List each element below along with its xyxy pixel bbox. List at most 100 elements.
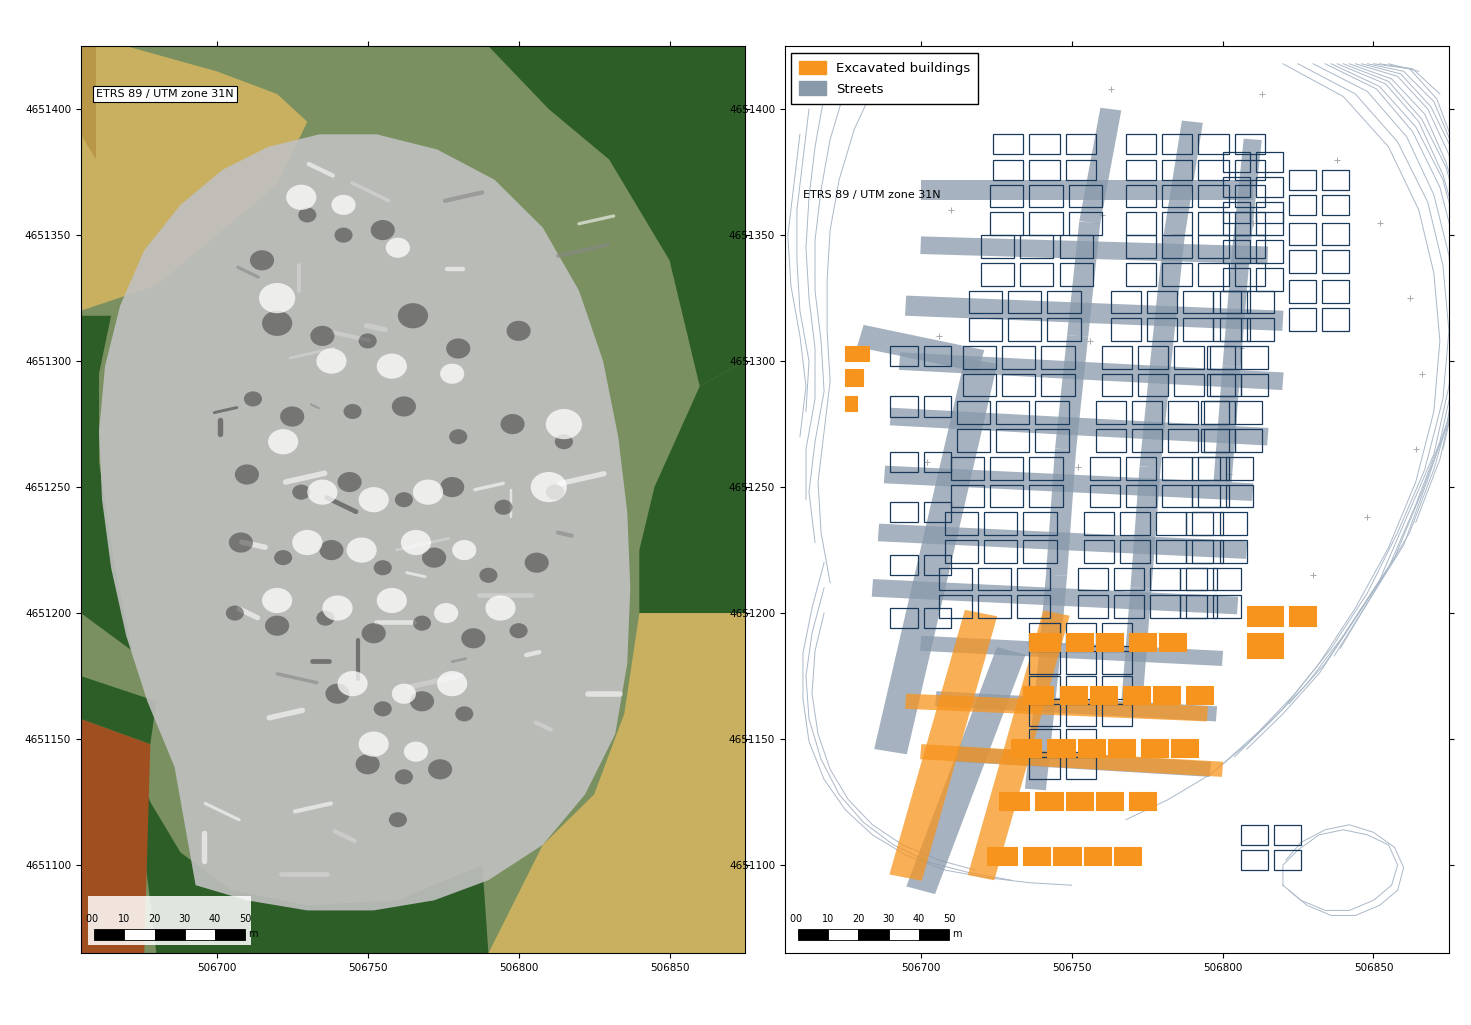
Bar <box>1322 309 1349 331</box>
Bar <box>938 568 972 590</box>
Bar <box>1111 290 1141 314</box>
Bar <box>1322 250 1349 273</box>
Bar <box>1084 540 1114 563</box>
Bar <box>1139 374 1168 397</box>
Bar <box>1234 262 1265 286</box>
Polygon shape <box>890 408 1268 446</box>
Bar <box>799 929 828 940</box>
Circle shape <box>440 364 465 383</box>
Bar <box>978 596 1011 618</box>
Circle shape <box>405 741 428 762</box>
Text: ETRS 89 / UTM zone 31N: ETRS 89 / UTM zone 31N <box>96 89 234 99</box>
Bar <box>924 452 950 472</box>
Bar <box>1125 212 1156 235</box>
Bar <box>1102 651 1133 673</box>
Bar <box>1153 686 1180 704</box>
Polygon shape <box>858 325 984 372</box>
Circle shape <box>449 429 468 444</box>
Bar <box>1199 262 1228 286</box>
Polygon shape <box>936 691 1217 722</box>
Bar <box>1186 512 1214 535</box>
Text: 30: 30 <box>883 914 894 925</box>
Bar <box>1008 318 1041 341</box>
Polygon shape <box>921 237 1268 264</box>
Bar <box>1256 177 1283 197</box>
Circle shape <box>359 487 388 512</box>
Bar <box>1159 633 1186 651</box>
Bar <box>990 212 1024 235</box>
Bar <box>1125 160 1156 179</box>
Bar <box>1322 281 1349 303</box>
Bar <box>987 848 1018 865</box>
Bar <box>1024 512 1056 535</box>
Bar <box>950 457 984 480</box>
Circle shape <box>225 606 244 620</box>
Polygon shape <box>81 676 156 744</box>
Bar <box>1162 262 1193 286</box>
Circle shape <box>422 547 446 568</box>
Bar <box>1078 568 1108 590</box>
Bar <box>1234 429 1262 452</box>
Polygon shape <box>640 361 744 613</box>
Bar <box>1041 374 1075 397</box>
Bar <box>1030 704 1059 727</box>
Circle shape <box>293 485 310 499</box>
Circle shape <box>334 228 353 243</box>
Bar <box>1024 848 1050 865</box>
Bar <box>1030 756 1059 779</box>
Bar <box>1059 235 1093 257</box>
Bar <box>1125 235 1156 257</box>
Bar <box>1125 134 1156 155</box>
Bar <box>1199 134 1228 155</box>
Bar <box>1068 184 1102 207</box>
Bar <box>1021 262 1053 286</box>
Bar <box>1289 281 1317 303</box>
Bar <box>1256 152 1283 172</box>
Circle shape <box>410 691 434 711</box>
Bar <box>969 318 1002 341</box>
Bar <box>1186 686 1214 704</box>
Polygon shape <box>1131 466 1161 588</box>
Bar <box>1256 202 1283 222</box>
Bar <box>1156 512 1186 535</box>
Polygon shape <box>1055 335 1089 450</box>
Bar <box>1214 318 1240 341</box>
Bar <box>1162 457 1193 480</box>
Bar <box>1065 134 1096 155</box>
Bar <box>1011 739 1041 756</box>
Text: 40: 40 <box>912 914 925 925</box>
Bar <box>1193 512 1222 535</box>
Circle shape <box>485 596 515 620</box>
Text: 0: 0 <box>794 914 802 925</box>
Bar <box>924 502 950 523</box>
Bar <box>1256 240 1283 262</box>
Bar <box>919 929 949 940</box>
Bar <box>1128 633 1156 651</box>
Polygon shape <box>1037 575 1066 677</box>
Circle shape <box>388 812 407 827</box>
Bar <box>846 397 858 411</box>
Bar <box>938 596 972 618</box>
Bar <box>990 485 1024 507</box>
Bar <box>924 608 950 628</box>
Bar <box>1222 202 1250 222</box>
Bar <box>1156 540 1186 563</box>
Bar <box>890 556 918 575</box>
Circle shape <box>555 435 572 449</box>
Polygon shape <box>921 179 1253 200</box>
Bar <box>1047 739 1075 756</box>
Polygon shape <box>899 353 1284 391</box>
Bar <box>1036 792 1062 810</box>
Circle shape <box>359 732 388 756</box>
Bar <box>94 929 125 940</box>
Text: m: m <box>952 930 962 939</box>
Legend: Excavated buildings, Streets: Excavated buildings, Streets <box>791 52 978 104</box>
Polygon shape <box>968 611 1069 880</box>
Circle shape <box>316 611 334 625</box>
Bar <box>1002 374 1036 397</box>
Bar <box>984 540 1018 563</box>
Bar <box>1211 346 1240 369</box>
Circle shape <box>371 220 394 240</box>
Bar <box>1199 235 1228 257</box>
Bar <box>185 929 215 940</box>
